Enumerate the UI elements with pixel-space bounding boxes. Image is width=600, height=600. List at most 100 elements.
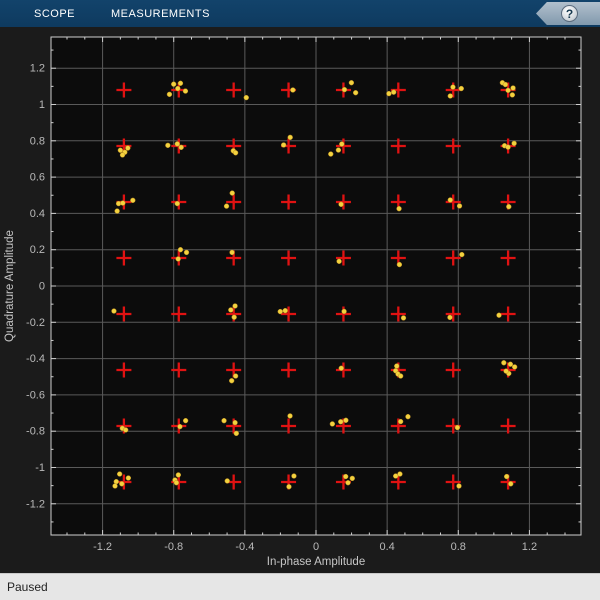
symbol-dot xyxy=(504,473,510,480)
symbol-dot xyxy=(177,80,184,86)
y-tick-label: 0.8 xyxy=(30,135,45,147)
symbol-dot xyxy=(232,150,239,156)
x-tick-label: 0.4 xyxy=(379,541,394,553)
symbol-dot xyxy=(277,308,283,315)
symbol-dot xyxy=(175,85,181,92)
symbol-dot xyxy=(114,208,120,214)
symbol-dot xyxy=(335,147,342,153)
symbol-dot xyxy=(349,475,355,482)
y-tick-label: -0.4 xyxy=(26,353,45,365)
reference-marker xyxy=(390,474,406,490)
symbol-dot xyxy=(117,471,123,477)
symbol-dot xyxy=(229,378,235,384)
symbol-dot xyxy=(396,206,402,212)
help-button[interactable]: ? xyxy=(536,2,600,25)
symbol-dot xyxy=(512,364,518,370)
x-tick-label: 1.2 xyxy=(522,541,537,553)
symbol-dot xyxy=(233,430,239,437)
symbol-dot xyxy=(496,312,502,318)
x-tick-label: -1.2 xyxy=(93,541,112,553)
status-text: Paused xyxy=(7,580,48,594)
symbol-dot xyxy=(338,201,344,207)
reference-marker xyxy=(116,82,132,98)
reference-marker xyxy=(116,474,132,490)
symbol-dot xyxy=(177,247,184,253)
y-tick-label: -1 xyxy=(35,462,45,474)
symbol-dot xyxy=(175,256,181,262)
symbol-dot xyxy=(232,373,239,379)
symbol-dot xyxy=(447,93,453,99)
symbol-dot xyxy=(112,483,118,489)
symbol-dot xyxy=(338,365,344,371)
reference-marker xyxy=(171,306,187,322)
symbol-dot xyxy=(177,424,183,430)
symbol-dot xyxy=(503,368,509,374)
symbol-dot xyxy=(174,200,180,207)
y-tick-label: 0.2 xyxy=(30,244,45,256)
symbol-dot xyxy=(178,144,184,150)
symbol-dot xyxy=(339,141,345,147)
reference-marker xyxy=(335,194,351,210)
symbol-dot xyxy=(396,261,403,268)
symbol-dot xyxy=(228,307,234,313)
tab-scope[interactable]: SCOPE xyxy=(34,7,76,20)
symbol-dot xyxy=(171,81,177,87)
constellation-chart[interactable]: -1.2 -0.8 -0.4 0 0.4 0.8 1.2 -1.2 -1 -0.8 -0.6 -0.4… xyxy=(0,27,600,573)
symbol-dot xyxy=(291,473,297,479)
symbol-dot xyxy=(502,81,509,88)
reference-marker xyxy=(281,250,297,266)
reference-marker xyxy=(335,250,351,266)
symbol-dot xyxy=(111,308,117,314)
reference-marker xyxy=(335,362,351,378)
symbol-dot xyxy=(454,424,461,431)
symbol-dot xyxy=(511,140,517,147)
symbol-dot xyxy=(182,418,189,424)
y-tick-label: -1.2 xyxy=(26,498,45,510)
symbol-dot xyxy=(123,427,129,433)
tab-measurements[interactable]: MEASUREMENTS xyxy=(111,7,210,20)
symbol-dot xyxy=(231,314,237,320)
symbol-dot xyxy=(119,152,126,158)
y-tick-label: 0 xyxy=(39,281,45,293)
x-axis-title: In-phase Amplitude xyxy=(267,556,365,568)
symbol-dot xyxy=(501,360,507,366)
symbol-dot xyxy=(120,200,126,206)
symbol-dot xyxy=(458,85,464,92)
symbol-dot xyxy=(400,315,407,321)
y-axis-title: Quadrature Amplitude xyxy=(4,230,16,342)
symbol-dot xyxy=(221,418,227,424)
x-tick-label: -0.8 xyxy=(164,541,183,553)
symbol-dot xyxy=(174,141,180,147)
symbol-dot xyxy=(393,473,399,479)
symbol-dot xyxy=(398,418,404,425)
reference-marker xyxy=(116,250,132,266)
symbol-dot xyxy=(232,303,238,309)
symbol-dot xyxy=(229,190,235,196)
symbol-dot xyxy=(113,478,119,485)
reference-marker xyxy=(281,194,297,210)
symbol-dot xyxy=(343,417,349,423)
symbol-dot xyxy=(450,84,456,90)
symbol-dot xyxy=(447,197,453,203)
symbol-dot xyxy=(119,481,125,487)
reference-marker xyxy=(116,362,132,378)
symbol-dot xyxy=(125,475,132,481)
symbol-dot xyxy=(509,92,515,98)
reference-marker xyxy=(445,194,461,210)
symbol-dot xyxy=(343,473,349,480)
symbol-dot xyxy=(456,483,462,489)
help-icon: ? xyxy=(561,5,578,22)
reference-marker xyxy=(226,194,242,210)
symbol-dot xyxy=(183,249,190,256)
reference-marker xyxy=(500,306,516,322)
x-tick-label: 0.8 xyxy=(451,541,466,553)
reference-marker xyxy=(445,138,461,154)
symbol-dot xyxy=(286,484,292,490)
reference-marker xyxy=(226,82,242,98)
reference-marker xyxy=(281,418,297,434)
reference-marker xyxy=(500,418,516,434)
reference-marker xyxy=(445,362,461,378)
symbol-dot xyxy=(328,151,334,157)
symbol-dot xyxy=(182,88,189,94)
